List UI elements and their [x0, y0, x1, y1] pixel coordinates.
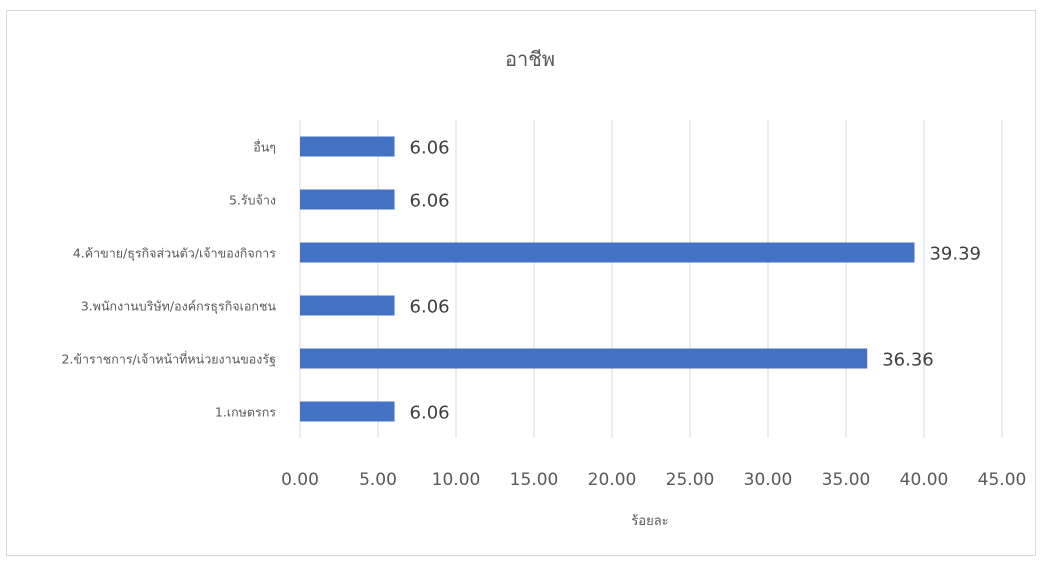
x-tick-label: 5.00	[359, 470, 397, 490]
gridlines	[299, 120, 1003, 438]
chart-title: อาชีพ	[505, 47, 555, 71]
bar	[300, 189, 395, 210]
category-label: 3.พนักงานบริษัท/องค์กรธุรกิจเอกชน	[81, 299, 277, 315]
category-label: อื่นๆ	[253, 139, 276, 155]
category-label: 1.เกษตรกร	[215, 405, 276, 420]
chart-frame	[6, 10, 1036, 556]
category-labels: 1.เกษตรกร 2.ข้าราชการ/เจ้าหน้าที่หน่วยงาน…	[62, 139, 277, 420]
x-tick-label: 30.00	[744, 470, 793, 490]
data-label: 6.06	[410, 138, 450, 159]
data-label: 6.06	[410, 191, 450, 212]
category-label: 5.รับจ้าง	[229, 193, 276, 208]
data-label: 39.39	[929, 244, 981, 265]
x-tick-label: 35.00	[822, 470, 871, 490]
data-label: 36.36	[882, 350, 934, 371]
x-tick-label: 20.00	[588, 470, 637, 490]
data-label: 6.06	[410, 403, 450, 424]
bar	[300, 401, 395, 422]
bars	[300, 136, 915, 422]
x-tick-label: 0.00	[281, 470, 319, 490]
category-label: 2.ข้าราชการ/เจ้าหน้าที่หน่วยงานของรัฐ	[62, 351, 277, 367]
x-axis-title: ร้อยละ	[631, 514, 668, 529]
bar	[300, 295, 395, 316]
x-tick-labels: 0.00 5.00 10.00 15.00 20.00 25.00 30.00 35.00 40…	[281, 470, 1026, 490]
x-tick-label: 10.00	[432, 470, 481, 490]
data-label: 6.06	[410, 297, 450, 318]
data-labels: 6.06 36.36 6.06 39.39 6.06 6.06	[410, 138, 981, 424]
category-label: 4.ค้าขาย/ธุรกิจส่วนตัว/เจ้าของกิจการ	[73, 246, 276, 262]
x-tick-label: 25.00	[666, 470, 715, 490]
bar	[300, 242, 915, 263]
bar	[300, 348, 868, 369]
x-tick-label: 40.00	[900, 470, 949, 490]
x-tick-label: 45.00	[978, 470, 1027, 490]
bar	[300, 136, 395, 157]
x-tick-label: 15.00	[510, 470, 559, 490]
